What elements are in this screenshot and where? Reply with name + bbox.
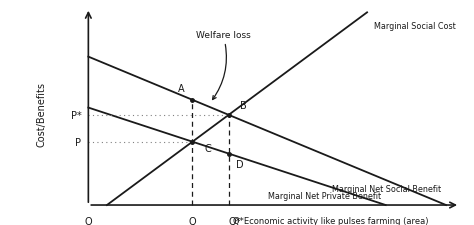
Text: P: P	[75, 137, 82, 147]
Text: Q*Economic activity like pulses farming (area): Q*Economic activity like pulses farming …	[233, 216, 429, 225]
Text: Marginal Net Social Benefit: Marginal Net Social Benefit	[332, 184, 441, 193]
Text: Welfare loss: Welfare loss	[196, 31, 250, 100]
Text: Marginal Social Cost: Marginal Social Cost	[374, 22, 456, 31]
Text: A: A	[177, 84, 184, 94]
Text: O: O	[84, 216, 92, 225]
Text: C: C	[204, 143, 211, 153]
Text: Cost/Benefits: Cost/Benefits	[37, 82, 47, 146]
Text: Q*: Q*	[228, 216, 241, 225]
Text: P*: P*	[71, 110, 82, 120]
Text: D: D	[236, 159, 243, 169]
Text: B: B	[240, 101, 247, 111]
Text: Marginal Net Private Benefit: Marginal Net Private Benefit	[268, 191, 381, 200]
Text: Q: Q	[189, 216, 196, 225]
